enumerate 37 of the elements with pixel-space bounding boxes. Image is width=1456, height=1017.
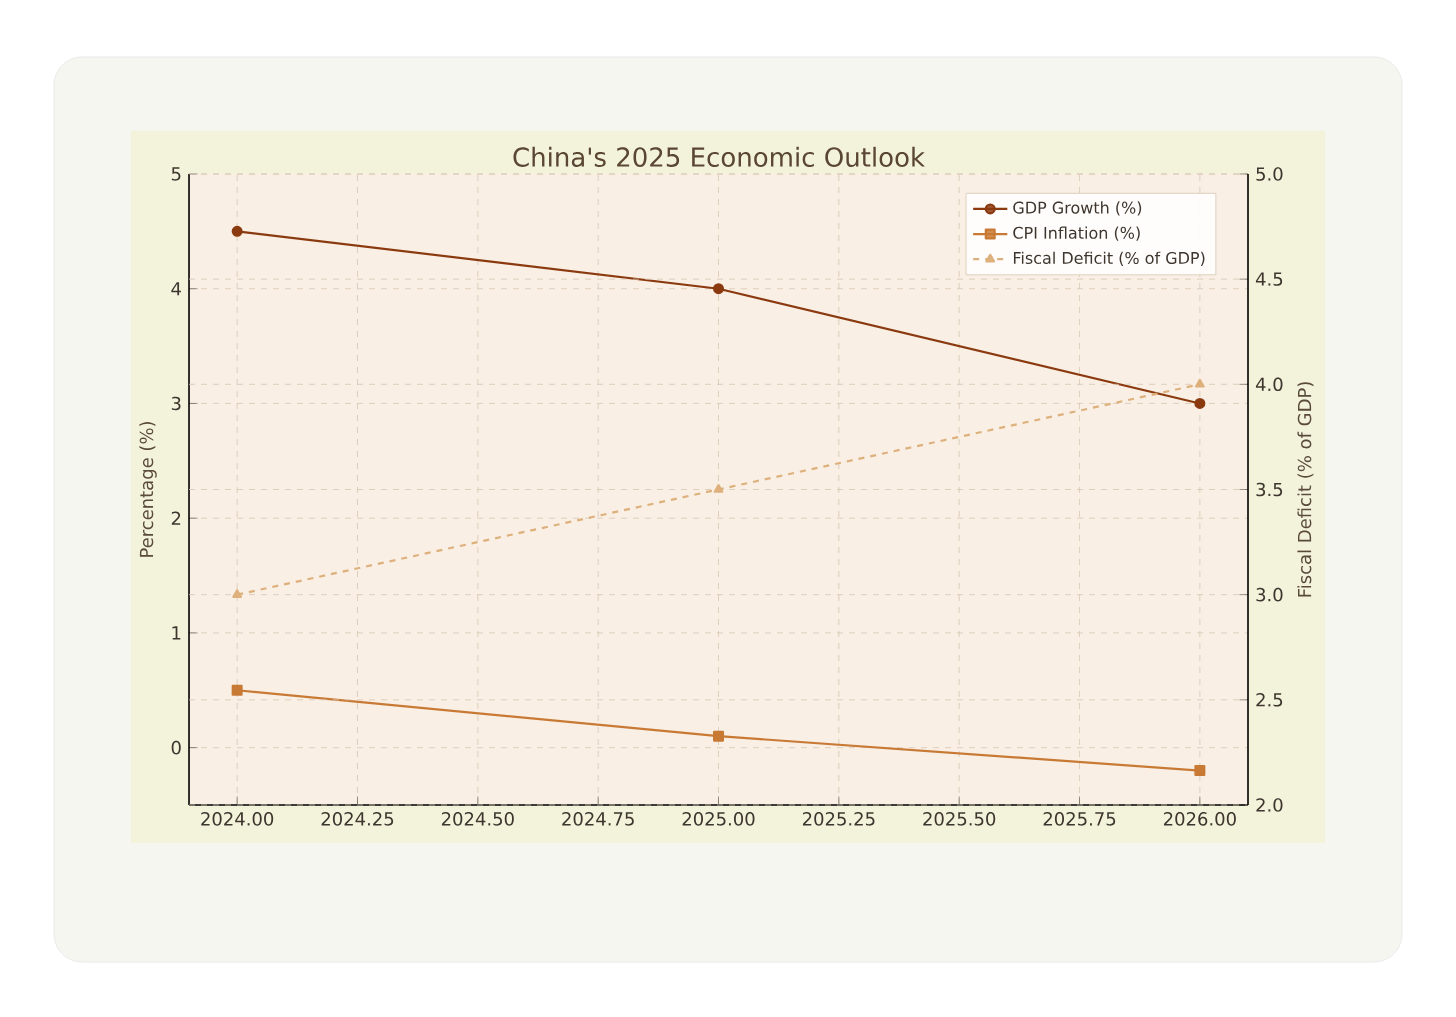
y-tick-label: 2	[171, 511, 181, 525]
y2-axis-title: Fiscal Deficit (% of GDP)	[1297, 382, 1314, 597]
point	[713, 483, 724, 493]
x-tick-label: 2025.00	[682, 812, 755, 826]
y2-tick-label: 3.5	[1256, 482, 1283, 497]
y-axis-title: Percentage (%)	[139, 421, 157, 557]
point	[231, 684, 243, 696]
x-tick-label: 2026.00	[1163, 812, 1236, 826]
chart-title: China's 2025 Economic Outlook	[513, 146, 925, 167]
x-tick-label: 2024.25	[321, 812, 394, 826]
x-tick-label: 2024.00	[201, 812, 274, 826]
y2-tick-label: 2.0	[1256, 798, 1283, 812]
legend-label: CPI Inflation (%)	[1013, 226, 1140, 241]
point	[1194, 397, 1206, 409]
point	[713, 730, 725, 742]
point	[231, 225, 243, 237]
y-tick-label: 4	[171, 282, 181, 296]
x-tick-label: 2024.50	[441, 812, 514, 826]
x-tick-label: 2025.75	[1043, 812, 1116, 826]
y2-tick-label: 5.0	[1256, 167, 1283, 181]
point	[1194, 765, 1206, 777]
x-tick-label: 2025.25	[802, 812, 875, 826]
point	[713, 283, 725, 295]
y-tick-label: 1	[172, 626, 181, 640]
x-tick-label: 2024.75	[562, 812, 634, 826]
point	[232, 589, 243, 598]
y2-tick-label: 2.5	[1256, 693, 1283, 707]
x-tick-label: 2025.50	[923, 812, 996, 826]
y-tick-label: 0	[171, 740, 181, 755]
y-tick-label: 3	[171, 396, 181, 411]
y2-tick-label: 4.0	[1255, 377, 1283, 392]
y2-tick-label: 3.0	[1256, 587, 1283, 602]
legend-label: GDP Growth (%)	[1013, 201, 1142, 216]
y-tick-label: 5	[171, 167, 181, 181]
y2-tick-label: 4.5	[1255, 272, 1283, 286]
legend-label: Fiscal Deficit (% of GDP)	[1013, 251, 1205, 266]
point	[1194, 378, 1205, 388]
